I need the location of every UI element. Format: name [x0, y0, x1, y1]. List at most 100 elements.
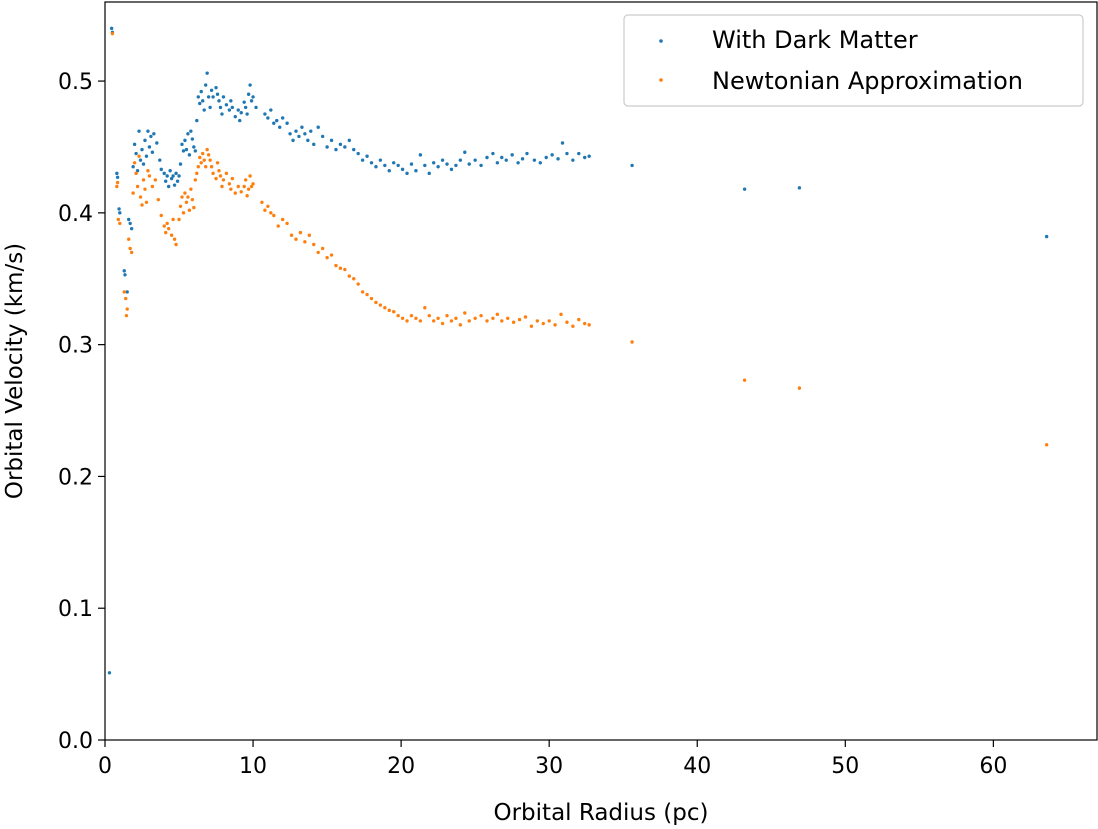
data-point-dark-matter — [196, 95, 200, 99]
data-point-newtonian — [236, 184, 240, 189]
data-point-dark-matter — [117, 207, 121, 211]
data-point-dark-matter — [343, 145, 347, 149]
data-point-newtonian — [374, 300, 378, 305]
data-point-dark-matter — [168, 168, 172, 173]
data-point-newtonian — [122, 290, 126, 294]
data-point-newtonian — [227, 182, 232, 186]
data-point-newtonian — [128, 246, 132, 251]
data-point-dark-matter — [183, 138, 187, 143]
data-point-dark-matter — [158, 158, 162, 162]
data-point-newtonian — [215, 161, 220, 165]
data-point-newtonian — [378, 303, 383, 307]
y-axis: 0.0 0.1 0.2 0.3 0.4 0.5 — [58, 70, 105, 754]
data-point-newtonian — [166, 226, 171, 231]
data-point-dark-matter — [187, 153, 192, 157]
data-point-newtonian — [199, 161, 203, 165]
data-point-newtonian — [458, 323, 463, 327]
data-point-newtonian — [280, 217, 285, 222]
data-point-newtonian — [192, 205, 196, 210]
data-point-newtonian — [529, 324, 534, 328]
data-point-dark-matter — [285, 121, 289, 125]
data-point-dark-matter — [159, 167, 163, 172]
data-point-dark-matter — [192, 145, 196, 149]
data-point-newtonian — [132, 161, 137, 165]
data-point-dark-matter — [396, 163, 400, 168]
data-point-dark-matter — [532, 158, 537, 162]
data-point-dark-matter — [181, 149, 186, 153]
data-point-dark-matter — [500, 155, 504, 160]
data-point-newtonian — [1044, 443, 1049, 447]
data-point-dark-matter — [132, 142, 137, 147]
data-point-newtonian — [405, 319, 409, 323]
data-point-newtonian — [196, 165, 200, 169]
data-point-newtonian — [135, 184, 140, 189]
data-point-newtonian — [195, 171, 199, 176]
data-point-newtonian — [334, 263, 338, 268]
data-point-dark-matter — [431, 161, 436, 165]
data-point-newtonian — [289, 233, 294, 237]
data-point-newtonian — [118, 221, 122, 226]
data-point-newtonian — [243, 178, 248, 182]
data-point-newtonian — [153, 178, 158, 182]
data-point-dark-matter — [269, 108, 273, 112]
data-point-dark-matter — [374, 165, 378, 169]
data-point-dark-matter — [297, 134, 301, 139]
data-point-dark-matter — [571, 158, 575, 162]
data-point-newtonian — [303, 240, 307, 244]
y-tick-label: 0.0 — [58, 729, 93, 754]
data-point-dark-matter — [115, 171, 119, 176]
data-point-newtonian — [211, 171, 215, 176]
data-point-newtonian — [224, 171, 229, 176]
x-axis: 0 10 20 30 40 50 60 — [98, 740, 1007, 779]
data-point-newtonian — [523, 315, 528, 319]
data-point-dark-matter — [198, 101, 202, 106]
y-axis-title: Orbital Velocity (km/s) — [2, 243, 28, 499]
data-point-newtonian — [473, 316, 477, 320]
data-point-newtonian — [129, 250, 134, 255]
data-point-newtonian — [356, 282, 360, 286]
data-point-newtonian — [248, 174, 252, 178]
data-point-dark-matter — [463, 150, 467, 154]
data-point-newtonian — [131, 191, 135, 195]
data-point-newtonian — [171, 217, 175, 222]
data-point-dark-matter — [165, 174, 169, 178]
data-point-dark-matter — [550, 153, 554, 157]
data-point-newtonian — [320, 246, 325, 251]
data-point-dark-matter — [125, 290, 129, 294]
data-point-newtonian — [214, 176, 218, 181]
data-point-dark-matter — [275, 118, 279, 123]
legend-box — [623, 14, 1084, 107]
data-point-dark-matter — [141, 162, 146, 166]
data-point-dark-matter — [123, 273, 127, 277]
data-point-dark-matter — [1044, 234, 1049, 239]
data-point-newtonian — [124, 296, 128, 301]
data-point-dark-matter — [186, 132, 190, 136]
data-point-newtonian — [285, 221, 289, 226]
data-point-newtonian — [269, 211, 273, 215]
data-point-dark-matter — [392, 161, 396, 165]
data-point-dark-matter — [239, 111, 243, 115]
x-tick-label: 20 — [387, 754, 415, 779]
data-point-newtonian — [312, 242, 316, 247]
y-tick-label: 0.1 — [58, 597, 93, 622]
data-point-newtonian — [445, 313, 449, 318]
data-point-newtonian — [360, 290, 365, 294]
data-point-newtonian — [343, 267, 347, 272]
data-point-dark-matter — [220, 112, 224, 116]
y-tick-label: 0.3 — [58, 334, 93, 359]
data-point-dark-matter — [266, 116, 270, 120]
data-point-dark-matter — [248, 83, 252, 87]
data-point-newtonian — [535, 319, 540, 323]
data-point-newtonian — [541, 321, 545, 326]
data-point-newtonian — [347, 274, 351, 278]
data-point-dark-matter — [418, 153, 423, 157]
data-point-newtonian — [187, 208, 192, 212]
data-point-dark-matter — [479, 163, 483, 168]
data-point-newtonian — [338, 266, 343, 270]
data-point-dark-matter — [378, 158, 383, 162]
legend-label-dark-matter: With Dark Matter — [712, 26, 918, 54]
data-point-dark-matter — [199, 89, 203, 94]
data-point-dark-matter — [193, 149, 198, 153]
x-tick-label: 50 — [831, 754, 859, 779]
